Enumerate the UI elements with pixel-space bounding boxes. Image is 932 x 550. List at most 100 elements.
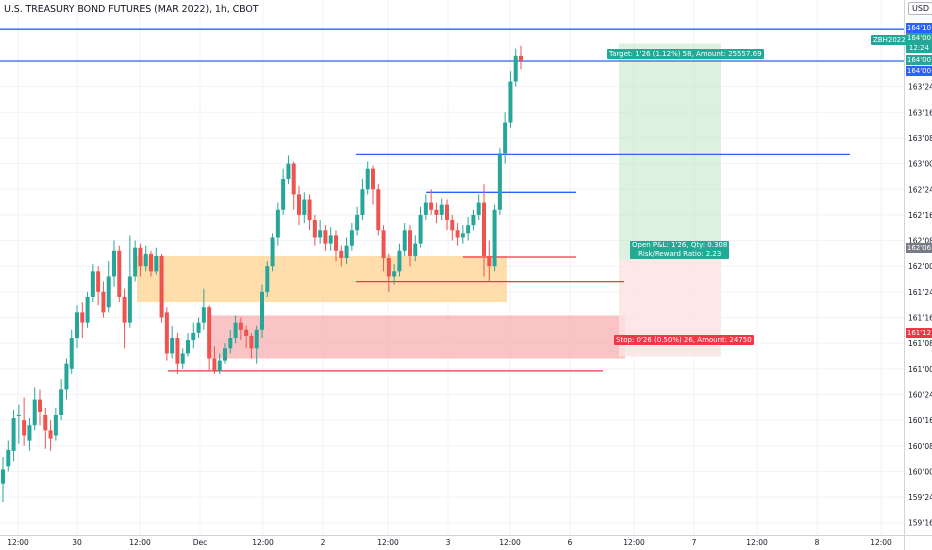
candle-body [482,202,486,256]
x-tick-label: 7 [692,538,697,547]
candle-body [439,204,444,215]
candle-body [196,322,201,333]
candle-body [297,194,301,215]
candle-body [53,414,58,436]
x-tick-label: 12:00 [870,538,892,547]
candle-body [1,469,5,484]
candle-body [371,168,375,190]
y-tick-label: 160'08 [908,442,932,451]
candle-body [16,414,21,416]
candle-body [69,338,74,369]
price-label-mid-green: 164'00 [906,55,932,65]
candle-body [38,399,42,412]
risk-reward-text: Risk/Reward Ratio: 2.23 [638,250,722,258]
y-tick-label: 162'16 [908,211,932,220]
candle-body [381,230,386,258]
candle-body [212,358,217,371]
currency-selector[interactable]: USD [908,2,932,15]
candle-body [291,163,296,195]
open-pnl-text: Open P&L: 1'26, Qty: 0.308 [632,241,728,249]
candle-body [90,271,95,297]
candle-body [149,253,153,272]
candle-body [80,312,85,323]
candle-body [265,266,270,292]
candle-body [503,122,508,154]
candle-body [349,230,354,246]
candle-body [138,247,143,267]
x-tick-label: 3 [446,538,451,547]
x-tick-label: 12:00 [623,538,645,547]
x-tick-label: 12:00 [499,538,521,547]
y-tick-label: 161'24 [908,288,932,297]
candle-body [376,189,381,231]
price-label-blue-lower: 164'00 [906,66,932,76]
candle-body [122,296,127,323]
candle-body [27,425,32,441]
y-tick-label: 161'00 [908,365,932,374]
candle-body [402,230,407,251]
candle-body [238,322,243,330]
x-tick-label: Dec [193,538,208,547]
price-label-upper-green: 164'00 [906,33,932,43]
y-tick-label: 159'24 [908,493,932,502]
candle-body [471,214,476,226]
candle-body [101,291,106,313]
candle-body [154,255,159,272]
y-tick-label: 161'08 [908,339,932,348]
candle-body [175,338,180,364]
candle-body [487,255,492,267]
candle-body [32,399,37,426]
x-tick-label: 12:00 [252,538,274,547]
candle-body [96,271,101,292]
candle-body [519,55,523,61]
candle-body [133,247,138,277]
candle-body [85,296,90,323]
zone-target [619,43,721,261]
x-tick-label: 2 [321,538,326,547]
candle-body [466,225,471,234]
candle-body [112,250,116,277]
candle-body [418,214,423,244]
y-tick-label: 160'24 [908,390,932,399]
candle-body [233,322,238,339]
chart-title: U.S. TREASURY BOND FUTURES (MAR 2022), 1… [4,4,259,15]
candle-body [339,250,344,258]
y-tick-label: 159'16 [908,519,932,528]
candle-body [186,340,190,354]
zone-demand [137,255,507,303]
candle-body [328,235,333,244]
symbol-tag: ZBH2022 [871,35,908,45]
price-label-top-blue: 164'10 [906,23,932,33]
candle-body [302,199,307,215]
candle-body [159,255,164,318]
candle-body [445,204,449,221]
y-tick-label: 160'00 [908,467,932,476]
x-tick-label: 12:00 [377,538,399,547]
y-tick-label: 163'08 [908,134,932,143]
candle-body [455,230,460,238]
candle-body [365,168,370,190]
candle-body [355,214,360,231]
x-tick-label: 12:00 [129,538,151,547]
y-tick-label: 163'24 [908,83,932,92]
candle-body [434,209,439,215]
candle-body [408,230,412,256]
candle-body [307,199,312,221]
candle-body [201,307,206,323]
candle-body [143,253,148,267]
candle-body [11,418,16,451]
price-label-red: 161'12 [906,328,932,338]
y-tick-label: 163'16 [908,108,932,117]
candle-body [460,233,465,238]
x-tick-label: 30 [72,538,82,547]
y-tick-label: 161'16 [908,314,932,323]
candle-body [318,230,323,238]
candle-body [207,307,212,359]
candle-body [344,245,349,258]
candle-body [423,202,428,215]
candle-body [275,209,280,238]
candle-body [413,243,418,256]
candle-body [270,237,275,267]
